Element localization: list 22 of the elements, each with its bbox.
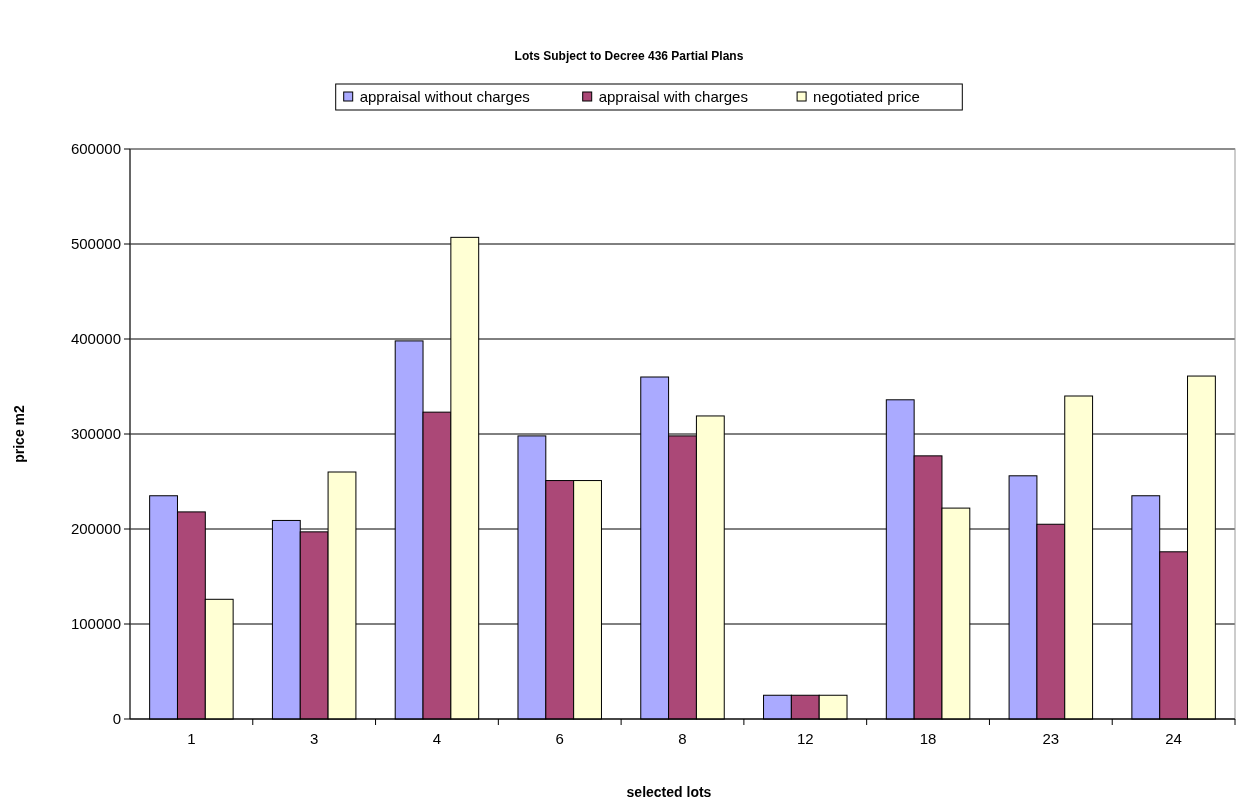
x-tick-label: 18 — [919, 730, 937, 747]
x-tick-label: 23 — [1042, 730, 1060, 747]
legend-label: appraisal without charges — [359, 88, 530, 106]
x-tick-label: 12 — [796, 730, 814, 747]
y-tick-label: 100000 — [70, 615, 121, 633]
chart-title: Lots Subject to Decree 436 Partial Plans — [514, 49, 744, 63]
x-tick-label: 3 — [309, 730, 319, 747]
legend-label: appraisal with charges — [598, 88, 748, 106]
x-tick-label: 4 — [432, 730, 442, 747]
y-tick-label: 200000 — [70, 520, 121, 538]
legend-label: negotiated price — [813, 88, 920, 106]
y-tick-label: 400000 — [70, 330, 121, 348]
x-tick-label: 6 — [555, 730, 564, 747]
x-tick-label: 1 — [187, 730, 196, 747]
y-tick-label: 500000 — [70, 235, 121, 253]
x-tick-label: 8 — [678, 730, 687, 747]
y-tick-label: 0 — [112, 710, 121, 728]
y-tick-label: 300000 — [70, 425, 121, 443]
x-axis-title: selected lots — [626, 784, 712, 800]
y-tick-label: 600000 — [70, 140, 121, 158]
x-tick-label: 24 — [1165, 730, 1182, 747]
y-axis-title: price m2 — [11, 405, 27, 463]
